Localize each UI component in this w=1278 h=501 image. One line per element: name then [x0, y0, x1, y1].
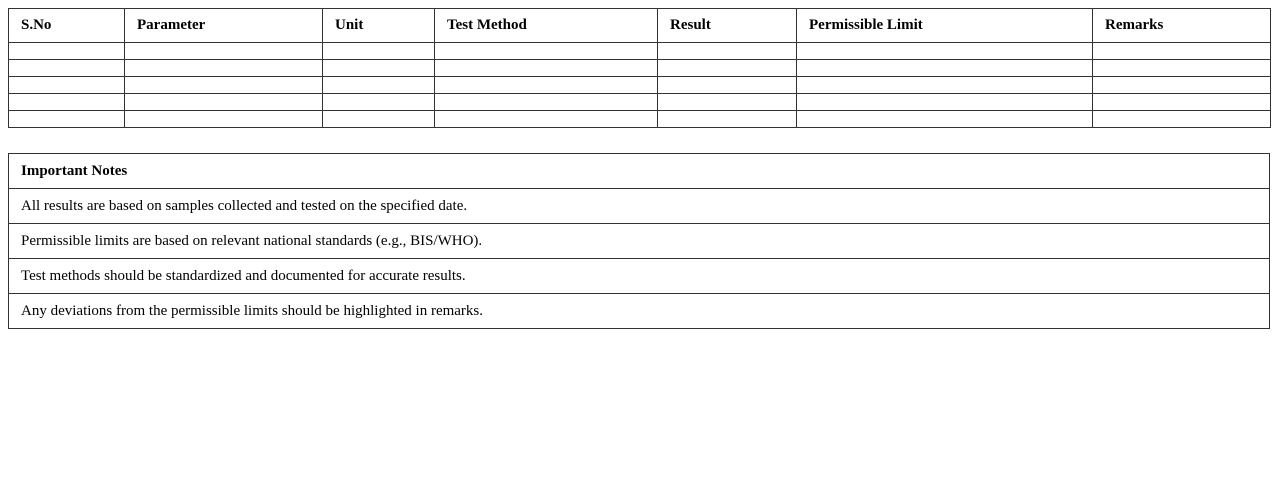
note-row: Any deviations from the permissible limi… — [8, 293, 1270, 329]
note-item: Test methods should be standardized and … — [8, 258, 1270, 294]
table-cell — [8, 93, 125, 111]
table-cell — [657, 59, 797, 77]
column-header-permissible-limit: Permissible Limit — [796, 8, 1093, 43]
table-cell — [434, 59, 658, 77]
notes-title: Important Notes — [8, 153, 1270, 189]
table-cell — [657, 93, 797, 111]
important-notes-table: Important Notes All results are based on… — [8, 153, 1270, 329]
table-cell — [657, 42, 797, 60]
note-row: Test methods should be standardized and … — [8, 258, 1270, 294]
table-cell — [8, 110, 125, 128]
column-header-unit: Unit — [322, 8, 435, 43]
table-cell — [434, 76, 658, 94]
header-row: S.No Parameter Unit Test Method Result P… — [8, 8, 1271, 43]
table-cell — [322, 110, 435, 128]
table-cell — [322, 42, 435, 60]
table-cell — [434, 93, 658, 111]
table-row — [8, 110, 1271, 128]
note-row: Permissible limits are based on relevant… — [8, 223, 1270, 259]
table-cell — [322, 76, 435, 94]
table-cell — [1092, 76, 1271, 94]
table-row — [8, 93, 1271, 111]
table-cell — [124, 59, 323, 77]
table-cell — [796, 110, 1093, 128]
column-header-result: Result — [657, 8, 797, 43]
table-cell — [322, 93, 435, 111]
note-item: Any deviations from the permissible limi… — [8, 293, 1270, 329]
table-cell — [796, 42, 1093, 60]
results-table: S.No Parameter Unit Test Method Result P… — [8, 8, 1271, 128]
table-cell — [657, 76, 797, 94]
column-header-sno: S.No — [8, 8, 125, 43]
table-cell — [8, 76, 125, 94]
table-row — [8, 76, 1271, 94]
column-header-test-method: Test Method — [434, 8, 658, 43]
table-cell — [1092, 93, 1271, 111]
table-cell — [124, 93, 323, 111]
table-cell — [796, 59, 1093, 77]
table-cell — [1092, 59, 1271, 77]
note-row: All results are based on samples collect… — [8, 188, 1270, 224]
table-cell — [796, 93, 1093, 111]
note-item: All results are based on samples collect… — [8, 188, 1270, 224]
column-header-remarks: Remarks — [1092, 8, 1271, 43]
table-cell — [124, 42, 323, 60]
table-cell — [8, 42, 125, 60]
table-cell — [657, 110, 797, 128]
table-cell — [434, 110, 658, 128]
table-cell — [1092, 42, 1271, 60]
table-row — [8, 59, 1271, 77]
notes-header-row: Important Notes — [8, 153, 1270, 189]
note-item: Permissible limits are based on relevant… — [8, 223, 1270, 259]
table-cell — [796, 76, 1093, 94]
table-row — [8, 42, 1271, 60]
table-cell — [124, 110, 323, 128]
table-cell — [1092, 110, 1271, 128]
table-cell — [8, 59, 125, 77]
column-header-parameter: Parameter — [124, 8, 323, 43]
table-cell — [322, 59, 435, 77]
table-cell — [434, 42, 658, 60]
table-cell — [124, 76, 323, 94]
